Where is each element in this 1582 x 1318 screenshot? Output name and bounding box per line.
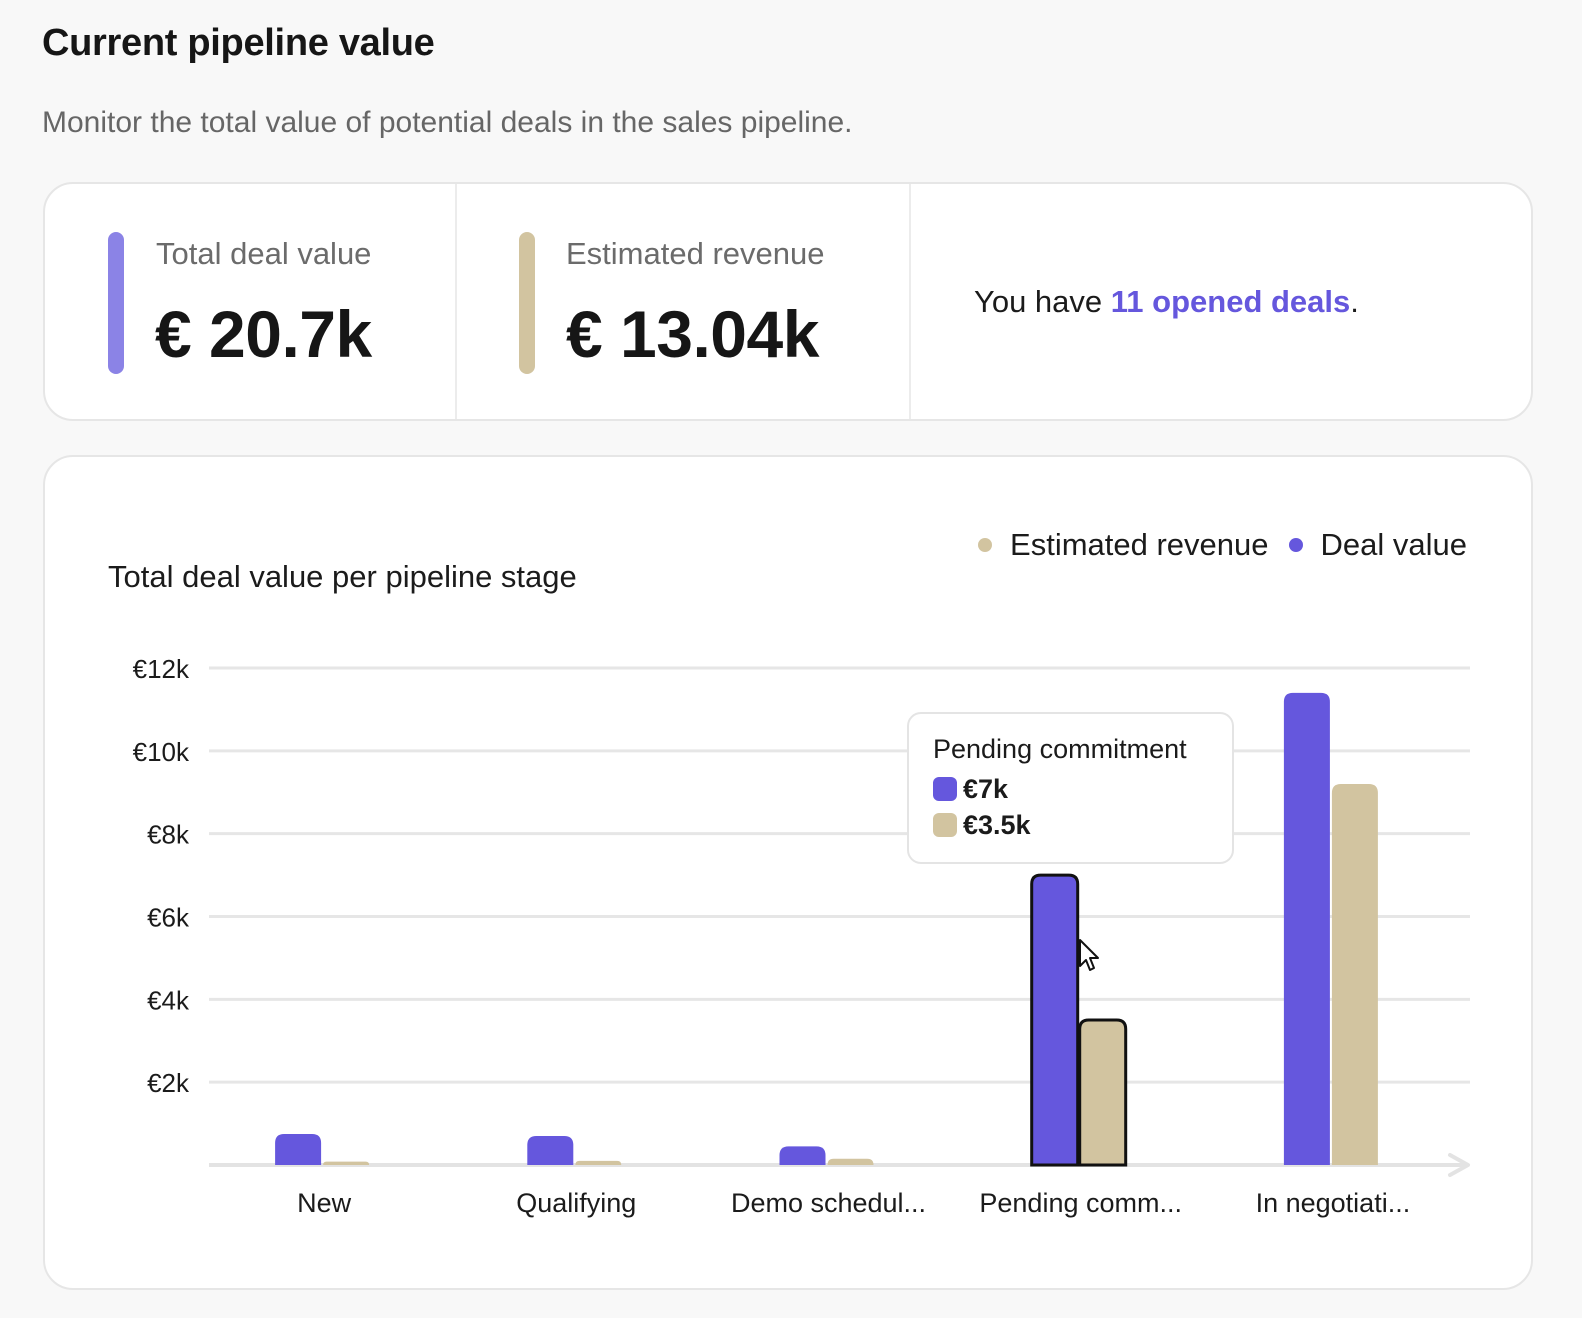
x-tick-label: In negotiati... — [1256, 1188, 1411, 1218]
opened-deals-link[interactable]: 11 opened deals — [1110, 284, 1351, 319]
tooltip-title: Pending commitment — [933, 734, 1187, 764]
chart-tooltip: Pending commitment €7k €3.5k — [907, 712, 1234, 864]
kpi-total-deal-value: € 20.7k — [155, 297, 372, 371]
bar-estimated-revenue — [827, 1158, 874, 1165]
bar-deal-value — [779, 1146, 826, 1165]
x-tick-label: Qualifying — [516, 1188, 636, 1218]
legend-item-deal-value[interactable]: Deal value — [1288, 527, 1467, 563]
x-tick-label: New — [297, 1188, 352, 1218]
tooltip-swatch-estimated-revenue — [933, 813, 957, 837]
y-tick-label: €8k — [147, 820, 190, 850]
kpi-estimated-revenue: € 13.04k — [566, 297, 819, 371]
kpi-divider — [455, 184, 457, 419]
bar-chart: €2k €4k €6k €8k €10k €12k New Qualifying Demo sc… — [133, 654, 1470, 1218]
bar-estimated-revenue — [575, 1160, 622, 1165]
opened-deals-prefix: You have — [974, 284, 1111, 319]
tooltip-deal-value: €7k — [963, 773, 1009, 804]
chart-legend: Estimated revenue Deal value — [978, 527, 1467, 563]
kpi-estimated-revenue-bar — [519, 232, 535, 374]
kpi-divider — [909, 184, 911, 419]
tooltip-row-estimated-revenue: €3.5k — [933, 807, 1232, 843]
kpi-card: Total deal value € 20.7k Estimated reven… — [43, 182, 1533, 421]
y-tick-label: €2k — [147, 1068, 190, 1098]
kpi-total-deal-value-label: Total deal value — [156, 236, 372, 271]
kpi-estimated-revenue-label: Estimated revenue — [566, 236, 825, 271]
y-tick-label: €4k — [147, 985, 190, 1015]
bar-estimated-revenue — [1078, 1018, 1128, 1167]
x-tick-label: Demo schedul... — [731, 1188, 926, 1218]
bar-estimated-revenue — [323, 1161, 370, 1165]
tooltip-row-deal-value: €7k — [933, 771, 1232, 807]
legend-dot-estimated-revenue — [978, 538, 993, 552]
page-subtitle: Monitor the total value of potential dea… — [42, 106, 853, 139]
legend-item-estimated-revenue[interactable]: Estimated revenue — [978, 527, 1269, 563]
bar-estimated-revenue — [1331, 783, 1378, 1165]
legend-dot-deal-value — [1288, 538, 1303, 552]
y-tick-label: €12k — [133, 654, 190, 684]
x-tick-label: Pending comm... — [979, 1188, 1182, 1218]
opened-deals-text: You have 11 opened deals. — [974, 284, 1359, 320]
mouse-cursor-icon — [1079, 939, 1099, 971]
opened-deals-suffix: . — [1350, 284, 1359, 319]
bar-deal-value — [1283, 692, 1330, 1165]
legend-label-estimated-revenue: Estimated revenue — [1010, 527, 1269, 562]
page-title: Current pipeline value — [42, 22, 435, 64]
x-axis-arrow-icon — [1448, 1153, 1470, 1177]
chart-title: Total deal value per pipeline stage — [108, 559, 577, 594]
tooltip-swatch-deal-value — [933, 777, 957, 801]
y-tick-label: €6k — [147, 903, 190, 933]
chart-card: Total deal value per pipeline stage Esti… — [43, 455, 1533, 1290]
legend-label-deal-value: Deal value — [1320, 527, 1467, 562]
kpi-total-deal-value-bar — [108, 232, 124, 374]
bar-deal-value — [1030, 873, 1080, 1167]
tooltip-estimated-revenue: €3.5k — [963, 809, 1031, 840]
y-tick-label: €10k — [133, 737, 190, 767]
bar-deal-value — [527, 1136, 574, 1165]
bar-deal-value — [275, 1133, 322, 1165]
